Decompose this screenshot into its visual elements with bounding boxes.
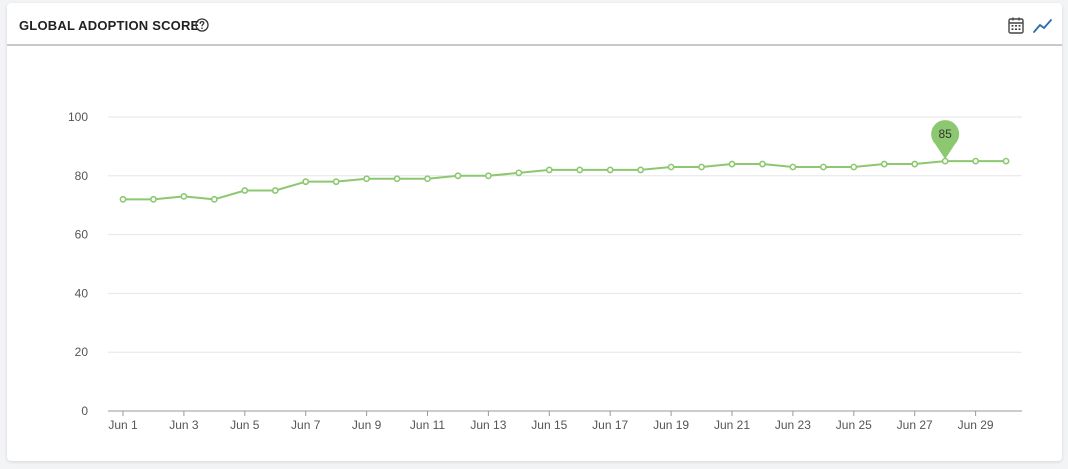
- x-tick-label: Jun 23: [775, 418, 811, 432]
- data-point: [302, 178, 310, 186]
- data-point: [363, 175, 370, 183]
- data-point: [150, 195, 157, 203]
- data-point: [698, 163, 705, 171]
- data-point: [271, 187, 279, 194]
- y-tick-label: 100: [68, 110, 88, 124]
- y-tick-label: 20: [75, 345, 89, 359]
- x-tick-label: Jun 27: [897, 418, 933, 432]
- marker-bubble: [931, 120, 960, 149]
- line-chart-icon[interactable]: [1032, 15, 1054, 37]
- data-point: [606, 166, 614, 174]
- data-point: [393, 175, 401, 183]
- x-tick-label: Jun 29: [958, 418, 994, 432]
- data-point: [1002, 157, 1010, 165]
- data-point: [637, 166, 645, 174]
- data-point: [484, 172, 492, 180]
- x-tick-label: Jun 1: [108, 418, 138, 432]
- grid-lines: [108, 116, 1022, 353]
- data-points: [119, 157, 1010, 203]
- help-circle-icon[interactable]: [195, 18, 209, 32]
- y-tick-label: 80: [75, 169, 89, 183]
- x-tick-label: Jun 3: [169, 418, 199, 432]
- marker-pointer: [935, 143, 956, 160]
- data-point: [972, 157, 979, 165]
- y-tick-label: 0: [81, 404, 88, 418]
- data-point: [241, 187, 249, 194]
- card-header: GLOBAL ADOPTION SCORE: [7, 3, 1062, 46]
- x-tick-label: Jun 9: [352, 418, 382, 432]
- data-point: [941, 157, 949, 165]
- data-point: [880, 160, 888, 168]
- x-tick-label: Jun 15: [531, 418, 567, 432]
- x-tick-label: Jun 11: [410, 418, 445, 432]
- data-point: [180, 192, 188, 200]
- data-point: [911, 160, 919, 168]
- value-marker: 85: [931, 120, 960, 160]
- data-point: [515, 169, 523, 177]
- x-tick-label: Jun 13: [470, 418, 506, 432]
- y-axis-ticks: 0 20 40 60 80 100: [68, 110, 88, 418]
- data-point: [759, 160, 766, 168]
- data-point: [667, 163, 675, 171]
- data-point: [210, 195, 218, 203]
- data-point: [454, 172, 462, 180]
- data-point: [545, 166, 553, 174]
- x-tick-label: Jun 25: [836, 418, 872, 432]
- x-tick-label: Jun 5: [230, 418, 260, 432]
- x-axis: Jun 1 Jun 3 Jun 5 Jun 7 Jun 9 Jun 11 Jun 13 Jun…: [108, 410, 1022, 432]
- calendar-table-icon[interactable]: [1007, 15, 1025, 37]
- adoption-score-card: GLOBAL ADOPTION SCORE 0 20 40 60 80 100 Jun 1…: [7, 3, 1062, 461]
- x-tick-label: Jun 21: [714, 418, 750, 432]
- series-line-path: [123, 160, 1007, 201]
- series-line: [123, 160, 1007, 201]
- data-point: [119, 195, 127, 203]
- data-point: [789, 163, 797, 171]
- x-tick-label: Jun 7: [291, 418, 321, 432]
- data-point: [728, 160, 736, 168]
- card-title: GLOBAL ADOPTION SCORE: [19, 18, 200, 33]
- data-point: [576, 166, 584, 174]
- data-point: [424, 175, 431, 183]
- marker-label: 85: [938, 127, 952, 141]
- data-point: [850, 163, 858, 171]
- y-tick-label: 40: [75, 286, 89, 300]
- y-tick-label: 60: [75, 228, 89, 242]
- x-tick-label: Jun 17: [592, 418, 628, 432]
- data-point: [819, 163, 827, 171]
- data-point: [332, 178, 340, 186]
- x-tick-label: Jun 19: [653, 418, 689, 432]
